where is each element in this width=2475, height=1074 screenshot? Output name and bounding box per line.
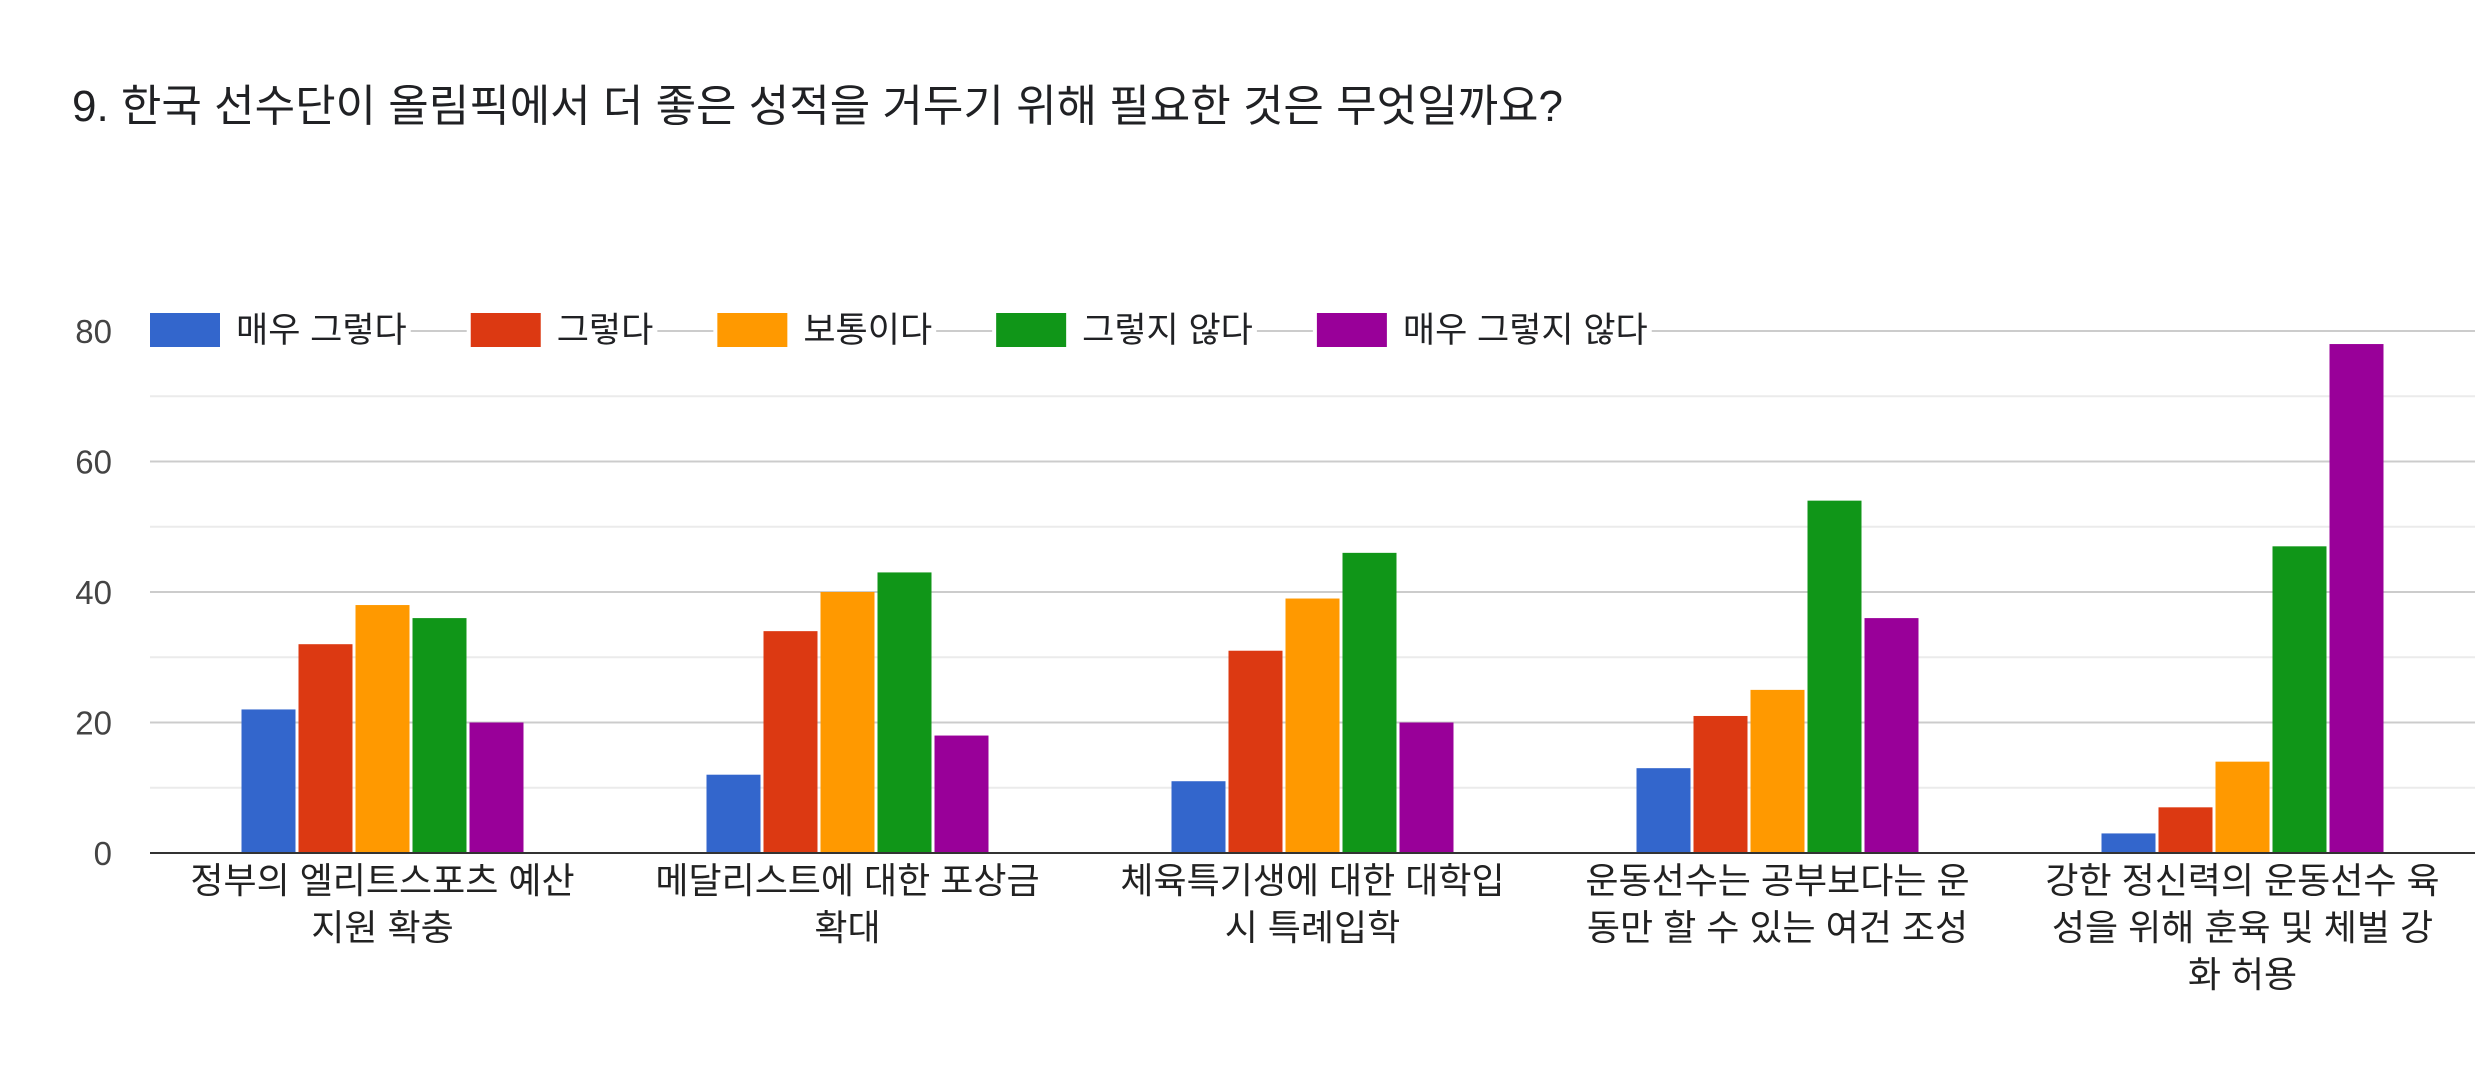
- bar: [469, 722, 524, 853]
- bar: [1693, 715, 1748, 853]
- y-tick-label: 20: [75, 705, 112, 742]
- y-tick-label: 80: [75, 313, 112, 350]
- x-category-label: 체육특기생에 대한 대학입 시 특례입학: [1120, 860, 1504, 948]
- bar: [412, 618, 467, 853]
- bar: [1285, 598, 1340, 853]
- legend-label: 그렇지 않다: [1082, 311, 1253, 350]
- legend-swatch: [717, 313, 788, 347]
- bar: [1750, 689, 1805, 853]
- bar: [355, 605, 410, 853]
- bar: [2101, 833, 2156, 853]
- bar: [763, 631, 818, 853]
- legend-item[interactable]: 그렇지 않다: [992, 306, 1257, 354]
- x-category-label: 운동선수는 공부보다는 운 동만 할 수 있는 여건 조성: [1585, 860, 1969, 948]
- legend-label: 매우 그렇다: [236, 311, 407, 350]
- legend-label: 그렇다: [557, 311, 654, 350]
- y-tick-label: 40: [75, 574, 112, 611]
- bars: [241, 344, 2384, 853]
- legend-swatch: [1316, 313, 1387, 347]
- bar: [298, 644, 353, 853]
- bar: [2272, 546, 2327, 853]
- y-tick-label: 60: [75, 444, 112, 481]
- bar: [934, 735, 989, 853]
- legend-swatch: [150, 313, 220, 347]
- legend-item[interactable]: 매우 그렇지 않다: [1312, 306, 1652, 354]
- bar: [1342, 552, 1397, 853]
- legend-swatch: [996, 313, 1067, 347]
- bar: [2215, 761, 2270, 853]
- bar: [1807, 500, 1862, 853]
- bar: [820, 592, 875, 853]
- legend-swatch: [470, 313, 541, 347]
- chart-title: 9. 한국 선수단이 올림픽에서 더 좋은 성적을 거두기 위해 필요한 것은 …: [72, 82, 1563, 131]
- bar: [1636, 768, 1691, 853]
- bar: [241, 709, 296, 853]
- x-axis-categories: 정부의 엘리트스포츠 예산 지원 확충 메달리스트에 대한 포상금 확대 체육특기생에 …: [190, 860, 2439, 995]
- legend-item[interactable]: 그렇다: [466, 306, 658, 354]
- bar: [1399, 722, 1454, 853]
- x-category-label: 정부의 엘리트스포츠 예산 지원 확충: [190, 860, 574, 948]
- y-tick-label: 0: [94, 835, 112, 872]
- legend-label: 매우 그렇지 않다: [1403, 311, 1648, 350]
- bar: [877, 572, 932, 853]
- bar: [2329, 344, 2384, 853]
- bar: [1171, 781, 1226, 853]
- legend-item[interactable]: 보통이다: [713, 306, 937, 354]
- bar: [706, 774, 761, 853]
- legend-label: 보통이다: [803, 311, 932, 350]
- bar: [1228, 650, 1283, 853]
- x-category-label: 메달리스트에 대한 포상금 확대: [655, 860, 1039, 948]
- legend[interactable]: 매우 그렇다 그렇다 보통이다 그렇지 않다 매우 그렇지 않다: [146, 306, 1652, 354]
- legend-item[interactable]: 매우 그렇다: [146, 306, 411, 354]
- bar: [2158, 807, 2213, 853]
- y-axis-ticks: 0 20 40 60 80: [75, 313, 112, 872]
- bar: [1864, 618, 1919, 853]
